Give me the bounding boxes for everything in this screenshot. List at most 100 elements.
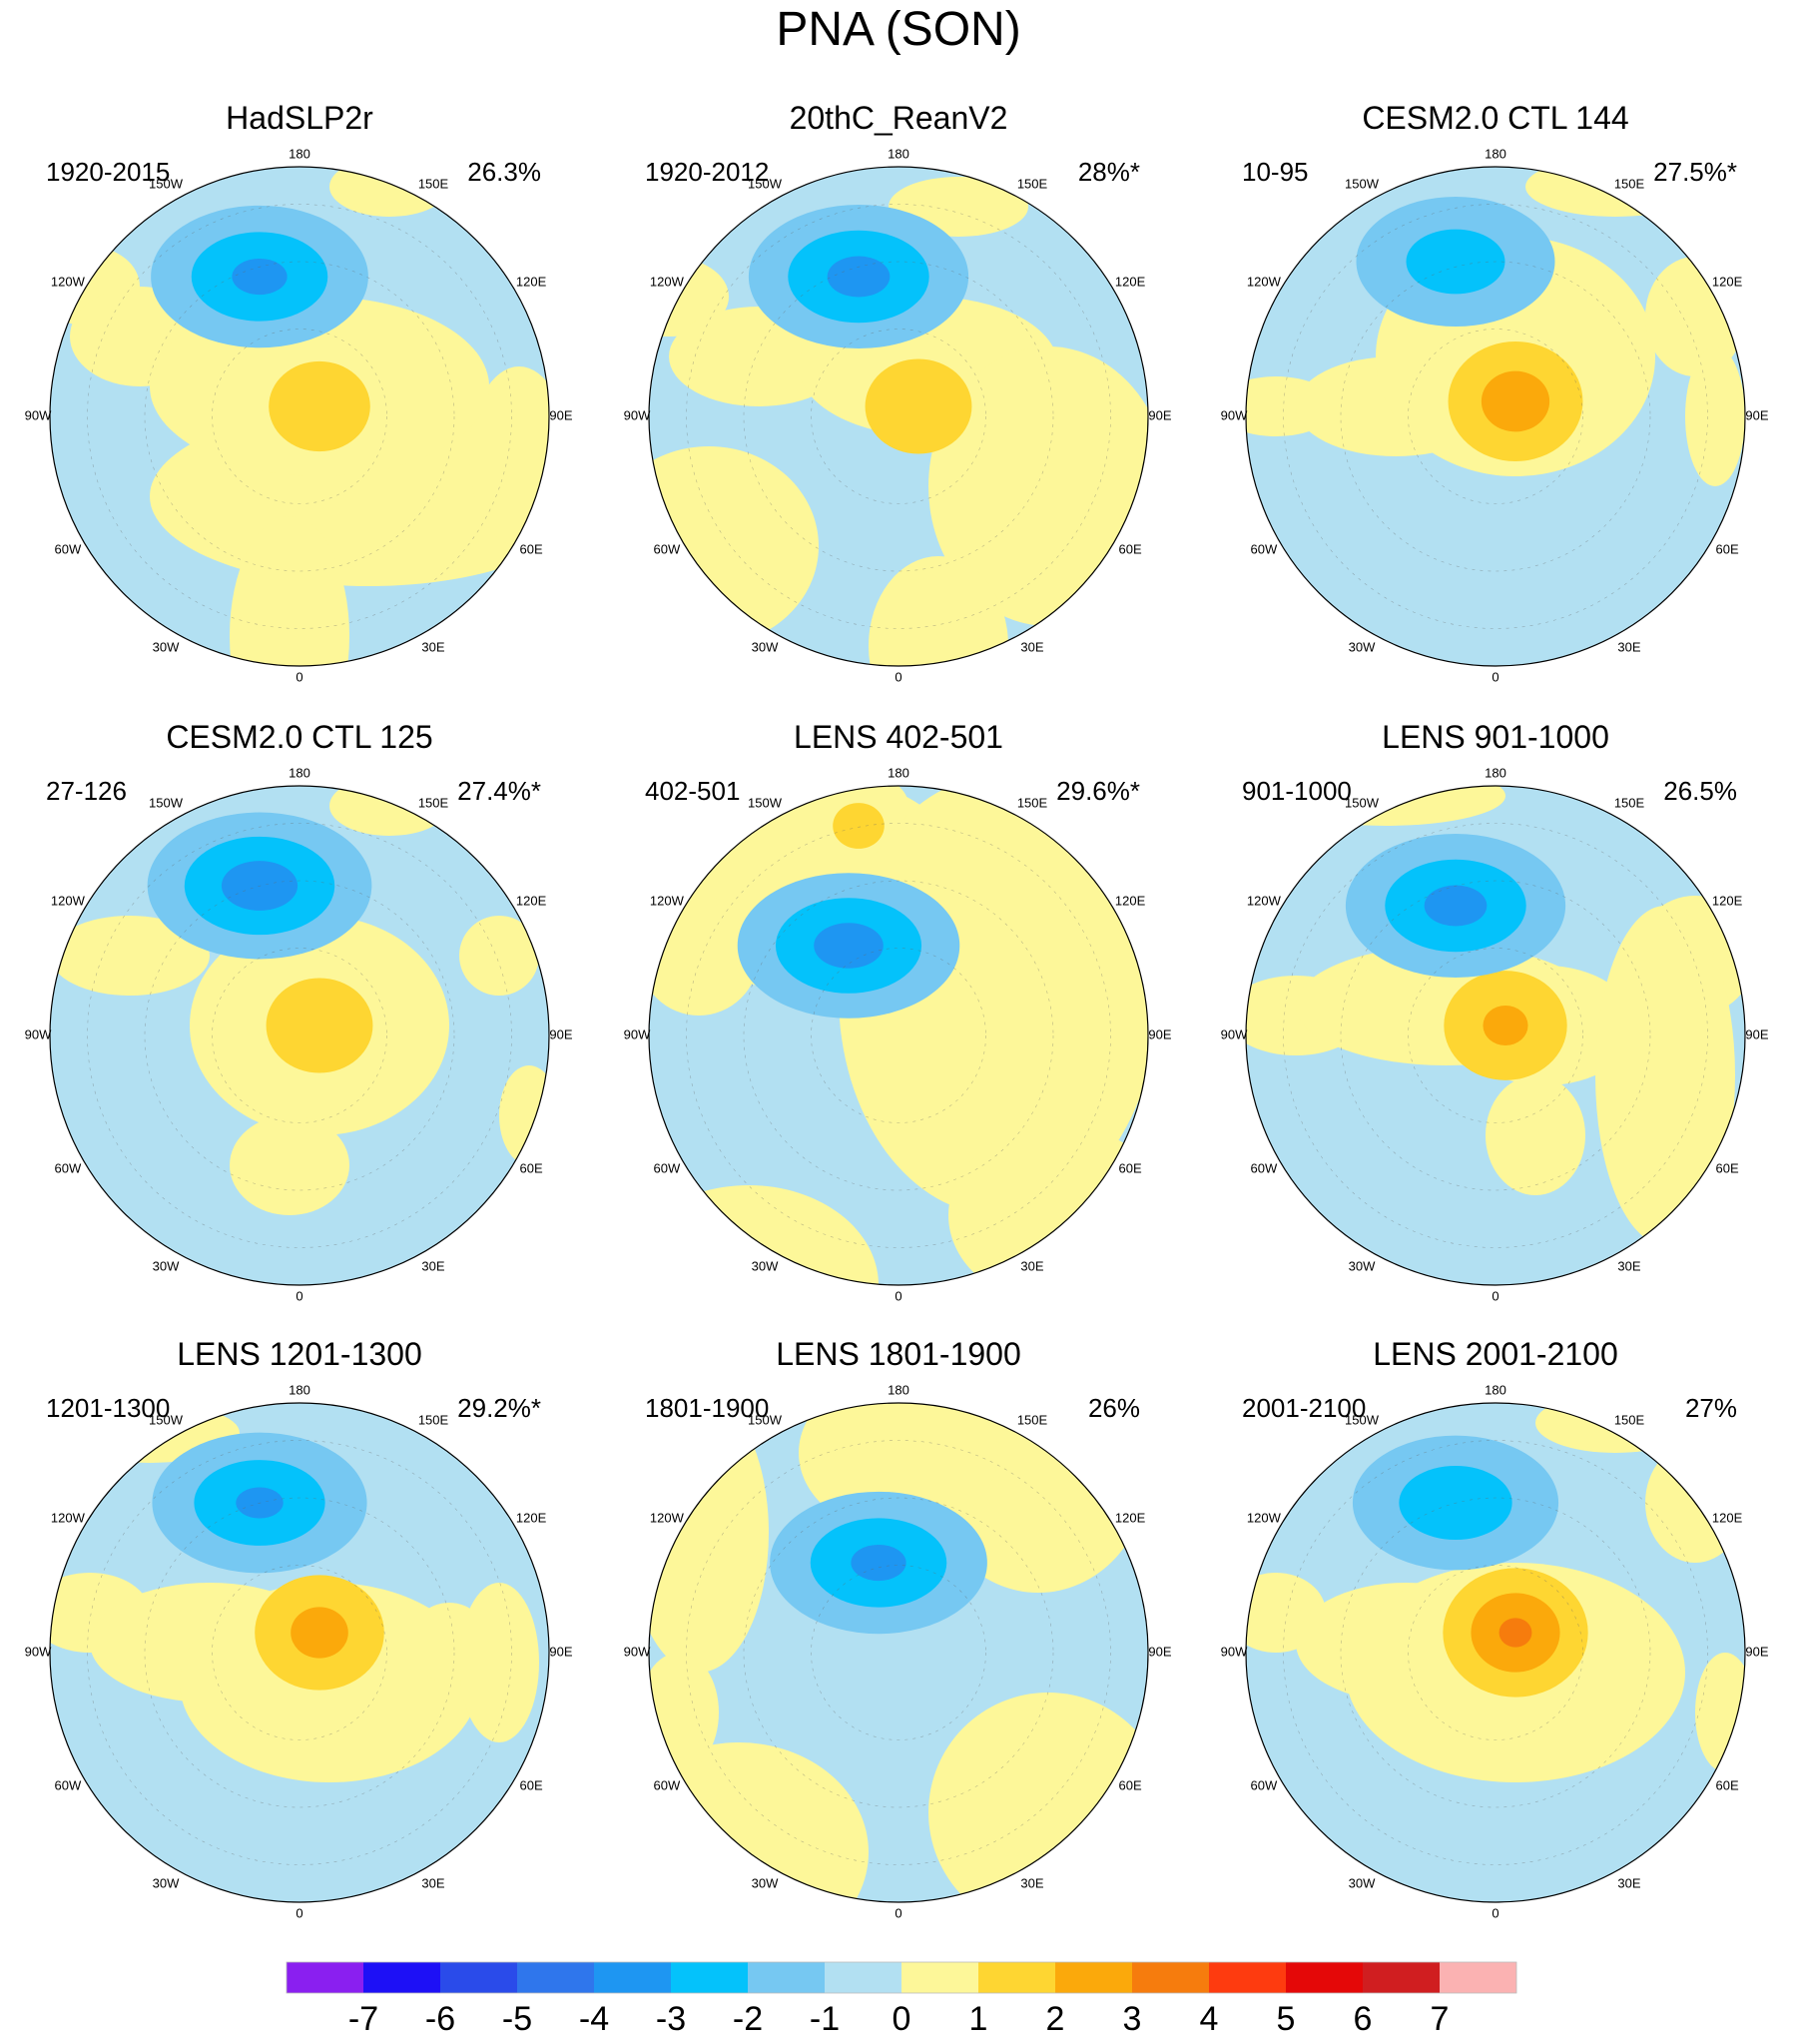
longitude-label: 180 [1485,1382,1506,1397]
period-label: 402-501 [645,776,740,806]
longitude-label: 180 [289,765,310,780]
colorbar-swatch [978,1962,1055,1993]
longitude-label: 30W [1349,1259,1376,1274]
contour-field [649,786,1148,1285]
colorbar-label: 5 [1277,2000,1296,2038]
variance-label: 26.3% [467,157,541,187]
coastline-hint [811,948,986,1123]
panel-title: CESM2.0 CTL 125 [166,719,432,755]
panel-title: LENS 1801-1900 [776,1336,1021,1372]
variance-label: 29.6%* [1056,776,1140,806]
period-label: 27-126 [46,776,127,806]
positive-region [1695,1653,1745,1772]
positive-region [928,1693,1148,1902]
panel-title: LENS 402-501 [794,719,1003,755]
longitude-label: 90W [25,1026,52,1041]
longitude-label: 120W [1247,274,1282,289]
colorbar-swatch [901,1962,978,1993]
longitude-label: 60W [55,1160,82,1175]
longitude-label: 0 [1492,1905,1498,1920]
longitude-label: 150W [748,795,783,810]
longitude-label: 30W [153,640,180,655]
longitude-label: 150W [149,1412,184,1427]
longitude-label: 60E [1716,1160,1739,1175]
coastline-hint [87,1440,512,1865]
longitude-label: 120W [1247,893,1282,908]
longitude-label: 30E [1020,1259,1043,1274]
panel-title: LENS 2001-2100 [1373,1336,1618,1372]
positive-region [230,1115,349,1215]
coastline-hint [144,1497,455,1808]
colorbar-swatch [440,1962,517,1993]
longitude-label: 0 [296,669,302,684]
longitude-label: 180 [888,1382,909,1397]
period-label: 2001-2100 [1242,1393,1366,1423]
variance-label: 27.4%* [457,776,541,806]
panel-title: HadSLP2r [226,100,373,136]
variance-label: 27.5%* [1653,157,1737,187]
longitude-label: 30E [1617,1876,1640,1891]
longitude-label: 90E [1745,407,1768,422]
positive-region [799,1403,998,1533]
positive-region [1486,1075,1585,1195]
coastline-hint [144,880,455,1191]
longitude-label: 60W [654,1777,681,1792]
longitude-label: 0 [296,1905,302,1920]
longitude-label: 30W [752,640,779,655]
coastline-hint [1408,948,1583,1123]
longitude-label: 150E [1614,1412,1645,1427]
coastline-hint [1408,329,1583,504]
coastline-hint [811,329,986,504]
period-label: 1920-2015 [46,157,170,187]
high-pressure-contour [865,358,972,454]
contour-field [1246,786,1745,1285]
longitude-label: 60E [1119,1777,1142,1792]
longitude-label: 30E [421,1259,444,1274]
map-panel: 180 150E 120E 90E 60E 30E 0 30W 60W 90W 120W 150W LE… [624,1336,1172,1920]
high-pressure-contour [833,803,885,849]
colorbar-swatch [363,1962,440,1993]
longitude-label: 0 [895,1288,901,1303]
longitude-label: 60W [1251,1777,1278,1792]
colorbar-swatch [1209,1962,1286,1993]
coastline-hint [686,1440,1111,1865]
longitude-label: 90W [624,1644,651,1659]
longitude-label: 120W [650,1510,685,1525]
panel-title: CESM2.0 CTL 144 [1362,100,1628,136]
positive-region [1685,346,1745,486]
longitude-label: 30E [421,640,444,655]
longitude-label: 90W [1221,1026,1248,1041]
longitude-label: 120W [51,274,86,289]
map-border [49,1402,550,1903]
variance-label: 26% [1088,1393,1140,1423]
longitude-label: 120E [516,1510,547,1525]
longitude-label: 30E [1617,1259,1640,1274]
longitude-label: 60E [1119,1160,1142,1175]
figure-title: PNA (SON) [776,3,1021,56]
longitude-label: 60E [520,541,543,556]
coastline-hint [1408,1565,1583,1740]
longitude-label: 120E [1115,893,1146,908]
period-label: 1920-2012 [645,157,769,187]
colorbar-label: -6 [425,2000,455,2038]
longitude-label: 60E [1716,541,1739,556]
map-panel: 180 150E 120E 90E 60E 30E 0 30W 60W 90W 120W 150W LE… [1221,719,1769,1303]
longitude-label: 120W [1247,1510,1282,1525]
map-panel: 180 150E 120E 90E 60E 30E 0 30W 60W 90W 120W 150W Ha… [25,100,573,684]
longitude-label: 30W [153,1259,180,1274]
longitude-label: 150W [748,1412,783,1427]
coastline-hint [686,823,1111,1248]
coastline-hint [1340,1497,1651,1808]
coastline-hint [811,1565,986,1740]
longitude-label: 90E [549,1026,572,1041]
longitude-label: 120E [1712,274,1743,289]
longitude-label: 0 [1492,669,1498,684]
positive-region [869,556,1008,666]
longitude-label: 150E [418,176,449,191]
longitude-label: 90E [1148,1644,1171,1659]
longitude-label: 90E [1148,407,1171,422]
colorbar-label: 4 [1200,2000,1219,2038]
low-pressure-contour [221,861,299,911]
longitude-label: 0 [1492,1288,1498,1303]
